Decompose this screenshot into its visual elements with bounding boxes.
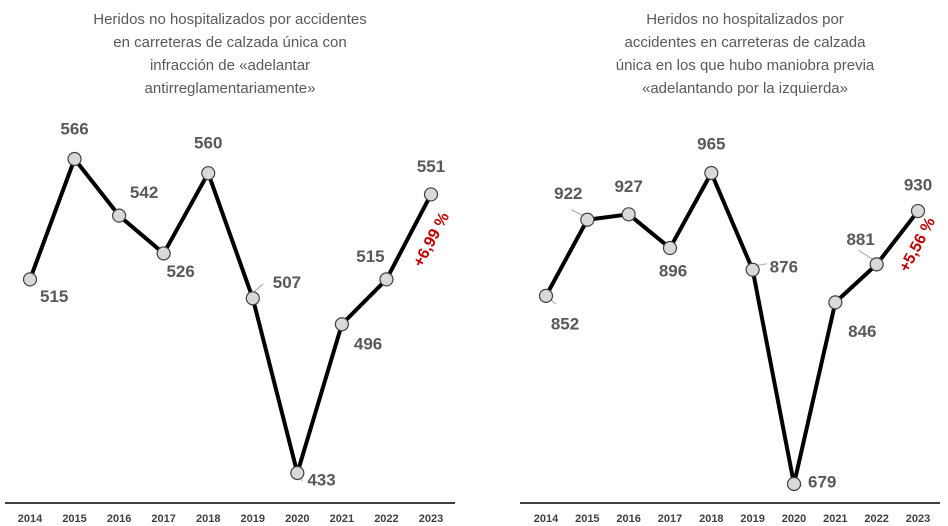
x-tick-label: 2022 [374, 513, 398, 525]
data-label: 846 [848, 322, 876, 341]
chart-title: Heridos no hospitalizados por accidentes [93, 11, 367, 28]
point [379, 272, 394, 287]
data-label: 896 [659, 262, 687, 281]
chart-title: accidentes en carreteras de calzada [625, 34, 867, 51]
data-label: 566 [60, 119, 88, 138]
x-tick-label: 2022 [864, 513, 888, 525]
data-label: 551 [417, 157, 445, 176]
point [201, 166, 216, 181]
point [910, 203, 926, 219]
point [580, 212, 595, 227]
point [156, 246, 171, 261]
x-tick-label: 2019 [740, 513, 764, 525]
x-tick-label: 2015 [575, 513, 599, 525]
line [28, 157, 433, 475]
x-tick-label: 2016 [107, 513, 131, 525]
point [290, 465, 305, 481]
chart-title: antirreglamentariamente» [145, 80, 316, 97]
x-tick-label: 2018 [196, 513, 220, 525]
x-tick-label: 2017 [658, 513, 682, 525]
point [745, 262, 760, 277]
x-tick-label: 2016 [616, 513, 640, 525]
point [245, 291, 260, 306]
x-tick-label: 2021 [823, 513, 847, 525]
x-tick-label: 2015 [62, 513, 86, 525]
x-tick-label: 2018 [699, 513, 723, 525]
x-tick-label: 2020 [285, 513, 309, 525]
x-tick-label: 2021 [330, 513, 354, 525]
point [786, 476, 802, 492]
point [334, 317, 349, 332]
x-tick-label: 2020 [782, 513, 806, 525]
data-label: 507 [273, 273, 301, 292]
data-label: 526 [166, 262, 194, 281]
data-label: 927 [614, 177, 642, 196]
data-label: 433 [307, 470, 335, 489]
chart-title: en carreteras de calzada única con [113, 34, 346, 51]
point [869, 257, 884, 272]
data-label: 515 [356, 247, 384, 266]
x-tick-label: 2023 [906, 513, 930, 525]
point [621, 207, 636, 222]
data-label: 679 [808, 472, 836, 491]
chart-title: única en los que hubo maniobra previa [616, 57, 875, 74]
point [423, 187, 439, 202]
leader-line [254, 283, 264, 292]
data-label: 876 [770, 257, 798, 276]
data-label: 496 [354, 335, 382, 354]
annotation: +5,56 % [896, 215, 939, 275]
x-tick-label: 2019 [241, 513, 265, 525]
data-label: 852 [551, 314, 579, 333]
leader-line [858, 249, 873, 260]
point [112, 208, 127, 223]
chart-title: «adelantando por la izquierda» [642, 80, 848, 97]
data-label: 560 [194, 134, 222, 153]
data-label: 542 [130, 183, 158, 202]
data-label: 922 [554, 184, 582, 203]
data-label: 881 [846, 230, 874, 249]
point [22, 272, 38, 287]
data-label: 515 [40, 287, 68, 306]
point [828, 295, 843, 310]
x-tick-label: 2014 [18, 513, 43, 525]
x-tick-label: 2017 [151, 513, 175, 525]
x-tick-label: 2014 [534, 513, 559, 525]
x-tick-label: 2023 [419, 513, 443, 525]
chart-title: infracción de «adelantar [150, 57, 310, 74]
data-label: 965 [697, 134, 725, 153]
point [538, 288, 554, 303]
point [67, 151, 82, 167]
line [544, 171, 920, 486]
point [662, 240, 678, 256]
data-label: 930 [904, 176, 932, 195]
chart-title: Heridos no hospitalizados por [646, 11, 844, 28]
point [704, 165, 719, 181]
